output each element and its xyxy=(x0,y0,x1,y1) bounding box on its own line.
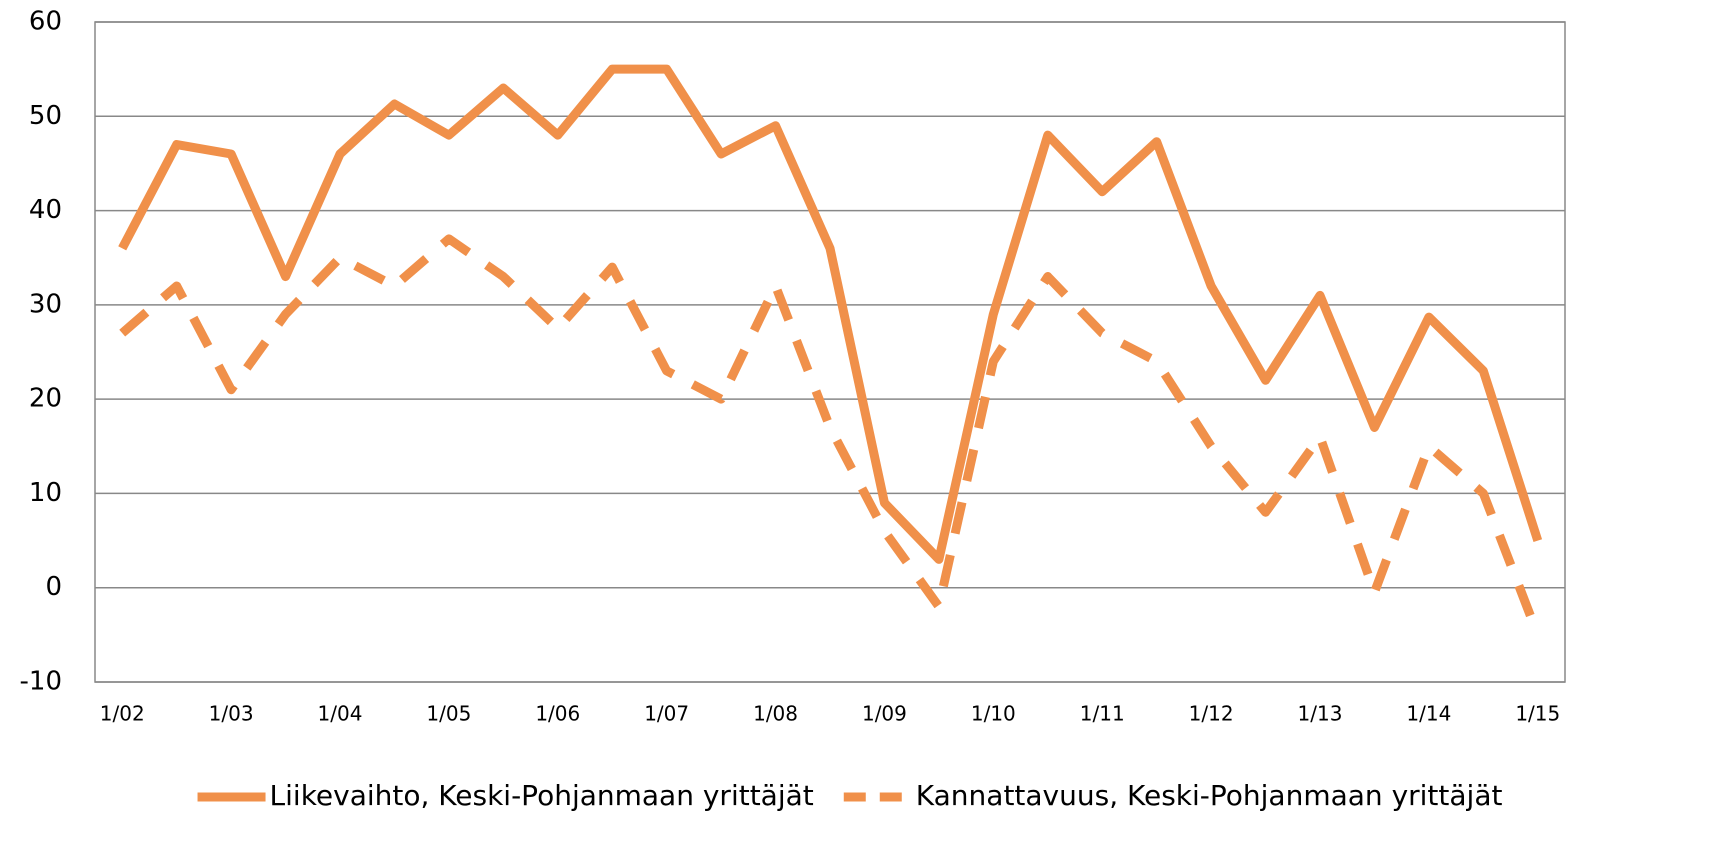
y-tick-label: 50 xyxy=(29,101,62,131)
x-tick-label: 1/10 xyxy=(971,702,1016,726)
x-tick-label: 1/15 xyxy=(1515,702,1560,726)
line-series xyxy=(119,234,1542,637)
y-tick-label: 60 xyxy=(29,7,62,37)
x-tick-label: 1/03 xyxy=(209,702,254,726)
x-tick-label: 1/07 xyxy=(644,702,689,726)
line-series xyxy=(118,64,1543,564)
y-tick-label: 40 xyxy=(29,195,62,225)
x-tick-label: 1/06 xyxy=(535,702,580,726)
x-tick-label: 1/05 xyxy=(426,702,471,726)
legend-label: Liikevaihto, Keski-Pohjanmaan yrittäjät xyxy=(270,779,814,812)
plot-border xyxy=(94,21,1566,683)
x-tick-label: 1/09 xyxy=(862,702,907,726)
y-tick-label: 30 xyxy=(29,289,62,319)
x-tick-label: 1/02 xyxy=(100,702,145,726)
x-tick-label: 1/14 xyxy=(1406,702,1451,726)
legend-label: Kannattavuus, Keski-Pohjanmaan yrittäjät xyxy=(916,779,1503,812)
y-tick-label: 20 xyxy=(29,384,62,414)
x-tick-label: 1/08 xyxy=(753,702,798,726)
x-tick-label: 1/12 xyxy=(1189,702,1234,726)
x-tick-label: 1/13 xyxy=(1298,702,1343,726)
y-tick-label: 10 xyxy=(29,478,62,508)
x-tick-label: 1/11 xyxy=(1080,702,1125,726)
x-tick-label: 1/04 xyxy=(318,702,363,726)
y-tick-label: -10 xyxy=(20,667,62,697)
y-tick-label: 0 xyxy=(45,572,62,602)
